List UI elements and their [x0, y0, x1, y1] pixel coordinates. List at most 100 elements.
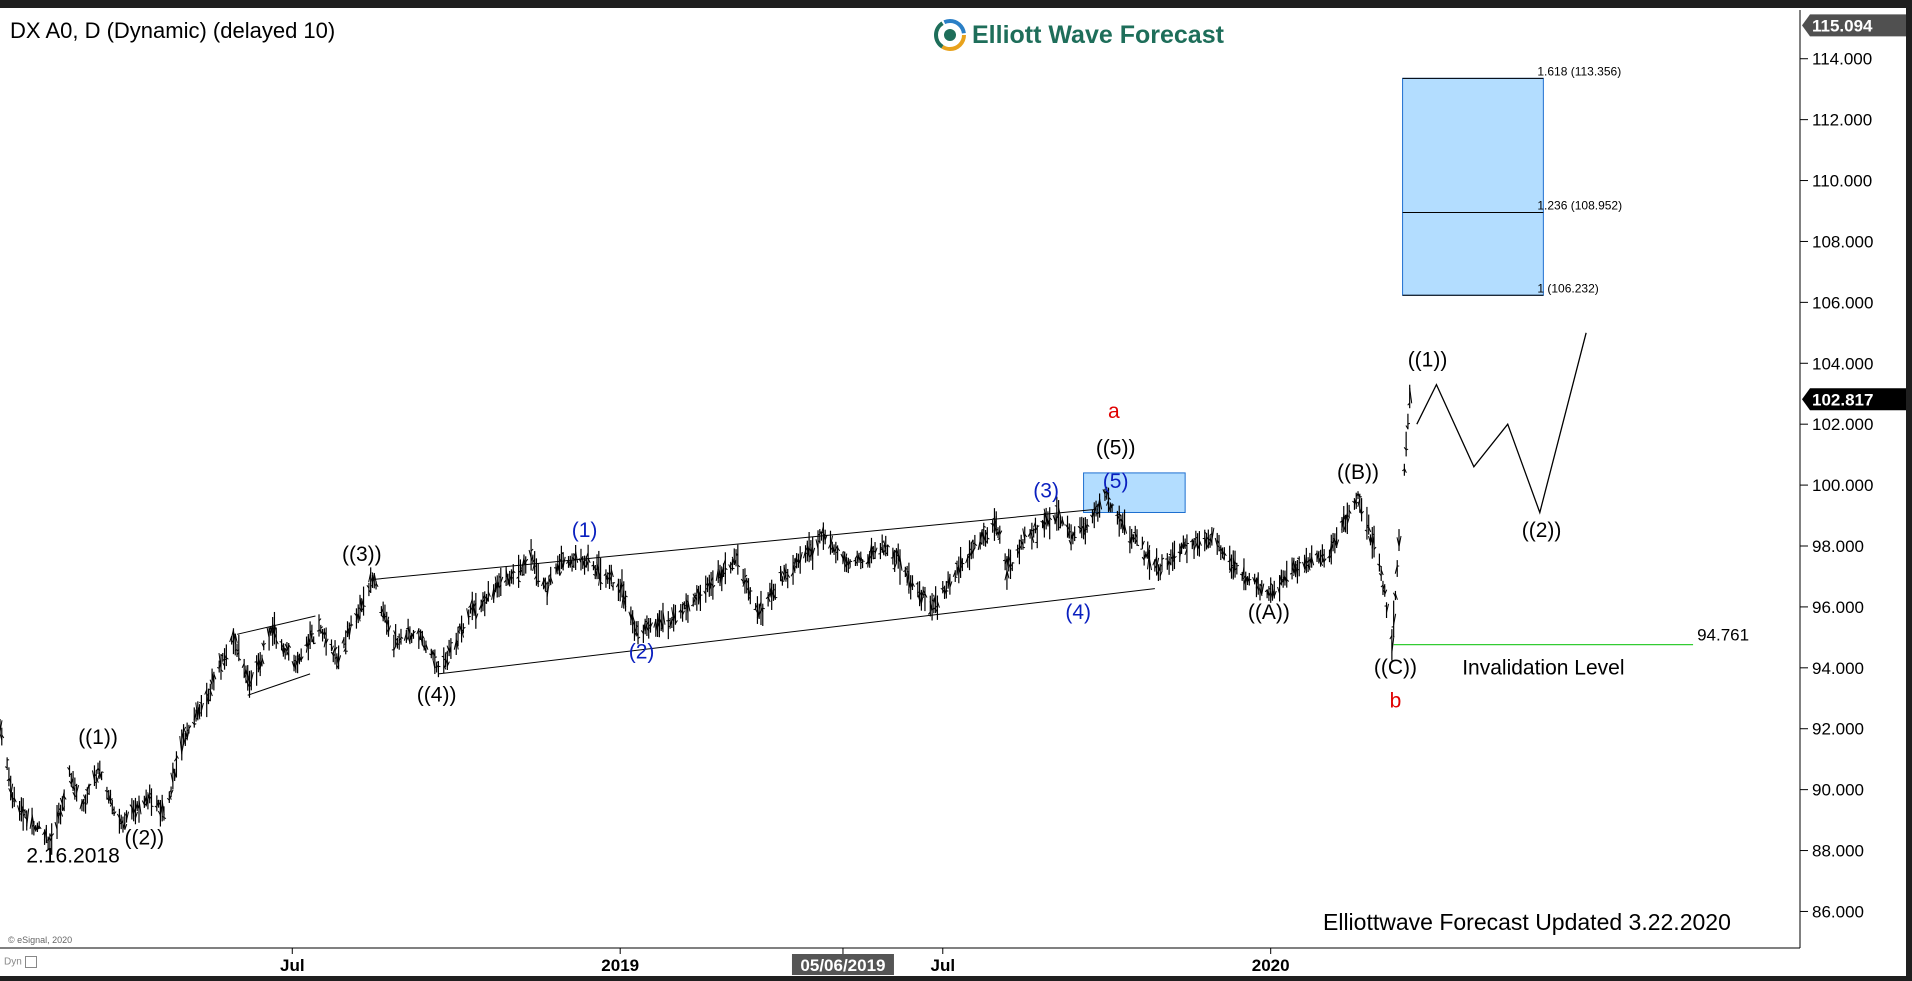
- price-bar-close: [300, 656, 304, 661]
- price-bar-close: [849, 560, 853, 563]
- price-bar-open: [279, 641, 282, 643]
- price-bar-close: [1279, 581, 1283, 586]
- price-bar-open: [72, 791, 76, 797]
- price-bar-open: [61, 791, 65, 802]
- price-bar-open: [116, 813, 120, 819]
- wave-label: (5): [1103, 470, 1129, 493]
- price-bar-close: [151, 805, 154, 808]
- price-bar-open: [1016, 550, 1020, 556]
- price-bar-open: [348, 624, 352, 627]
- price-bar-open: [354, 612, 357, 617]
- price-bar-open: [858, 555, 862, 562]
- price-bar-open: [1122, 523, 1126, 531]
- price-bar-open: [607, 572, 610, 575]
- price-bar-close: [318, 618, 322, 622]
- price-bar-open: [847, 560, 851, 567]
- price-bar-open: [199, 701, 202, 704]
- wave-label: ((2)): [125, 826, 165, 849]
- window-top-border: [0, 0, 1912, 8]
- price-bar-open: [1218, 548, 1222, 552]
- price-bar-open: [168, 790, 172, 793]
- price-bar-close: [1361, 510, 1364, 515]
- price-bar-open: [1141, 556, 1145, 561]
- price-bar-close: [1193, 543, 1197, 551]
- price-bar-close: [234, 633, 238, 644]
- price-bar-open: [81, 800, 85, 805]
- price-bar-open: [619, 581, 623, 594]
- price-bar-close: [610, 569, 614, 578]
- price-bar-open: [334, 656, 338, 660]
- price-bar-open: [644, 620, 648, 623]
- price-bar-open: [220, 654, 224, 657]
- price-bar-open: [122, 824, 126, 827]
- x-cursor-date-box: [791, 954, 894, 975]
- price-bar-close: [949, 581, 953, 588]
- price-bar-open: [43, 827, 47, 841]
- price-bar-close: [363, 605, 366, 607]
- price-bar-open: [234, 649, 238, 652]
- price-bar-open: [307, 636, 311, 645]
- price-bar-close: [500, 576, 504, 583]
- price-bar-close: [331, 645, 334, 652]
- price-bar-close: [1336, 539, 1340, 547]
- price-bar-close: [10, 783, 14, 797]
- price-bar-close: [1086, 524, 1090, 527]
- price-bar-open: [1031, 529, 1034, 532]
- price-bar-open: [1172, 560, 1175, 562]
- price-bar-open: [434, 666, 437, 669]
- price-bar-open: [1068, 539, 1072, 546]
- wave-label: 2.16.2018: [26, 845, 119, 868]
- price-bar-open: [218, 652, 222, 669]
- price-bar-open: [1318, 556, 1322, 561]
- price-bar-close: [487, 591, 491, 597]
- price-bar-open: [990, 522, 993, 526]
- dyn-toggle[interactable]: Dyn: [4, 956, 37, 968]
- price-tag-label: 102.817: [1812, 390, 1873, 409]
- price-bar-open: [983, 534, 987, 543]
- price-bar-open: [345, 630, 348, 634]
- dyn-label: Dyn: [4, 956, 22, 968]
- price-bar-open: [322, 631, 325, 635]
- price-bar-close: [1380, 569, 1384, 576]
- price-bar-open: [1032, 522, 1036, 528]
- price-bar-open: [1357, 498, 1361, 507]
- price-bar-close: [912, 582, 915, 587]
- price-bar-open: [394, 641, 398, 646]
- price-bar-open: [293, 661, 297, 670]
- price-bar-open: [1120, 521, 1124, 530]
- price-bar-close: [899, 557, 903, 571]
- price-bar-open: [756, 612, 760, 618]
- price-bar-open: [174, 757, 177, 762]
- price-bar-open: [143, 796, 147, 804]
- price-bar-open: [747, 596, 751, 600]
- projection-path: [1416, 332, 1587, 515]
- price-bar-close: [525, 558, 529, 563]
- price-bar-open: [1019, 539, 1022, 542]
- price-bar-open: [715, 568, 719, 582]
- price-bar-open: [1368, 535, 1371, 544]
- price-bar-close: [1311, 557, 1315, 566]
- price-bar-close: [894, 562, 898, 569]
- price-bar-open: [95, 768, 99, 772]
- price-bar-close: [51, 833, 55, 837]
- price-bar-close: [712, 584, 716, 589]
- price-bar-open: [124, 813, 127, 816]
- wave-label: b: [1390, 689, 1402, 712]
- price-bar-open: [722, 559, 726, 566]
- price-bar-open: [1316, 555, 1319, 558]
- price-bar-open: [610, 584, 614, 588]
- price-bar-open: [1291, 560, 1295, 569]
- price-bar-open: [59, 797, 63, 805]
- price-bar-close: [1, 734, 5, 739]
- fib-label-1: 1.236 (108.952): [1537, 198, 1622, 212]
- price-bar-open: [518, 570, 521, 573]
- price-bar-open: [885, 545, 888, 547]
- price-bar-close: [954, 575, 958, 579]
- price-bar-open: [995, 531, 999, 536]
- price-bar-open: [728, 564, 732, 570]
- y-tick-label: 88.000: [1812, 842, 1864, 861]
- price-bar-open: [922, 593, 926, 596]
- price-bar-open: [1319, 554, 1323, 558]
